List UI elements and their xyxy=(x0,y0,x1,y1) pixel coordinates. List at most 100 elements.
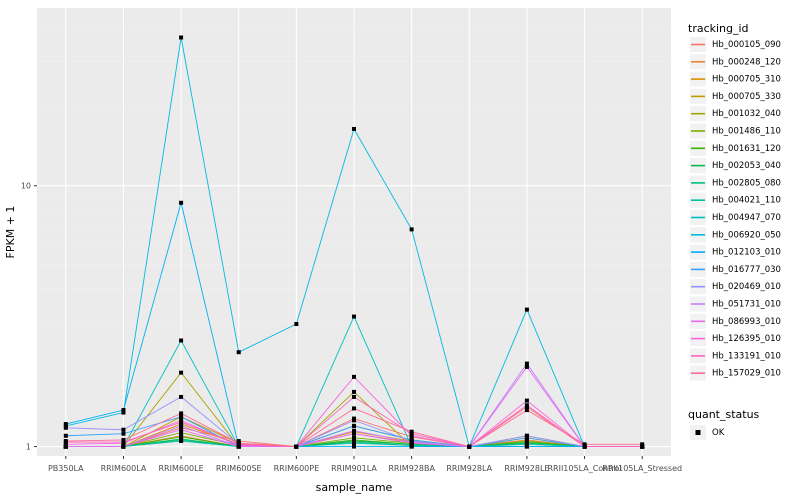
data-point xyxy=(121,440,126,445)
legend-item-label: Hb_001032_040 xyxy=(712,109,781,119)
data-point xyxy=(409,227,414,232)
legend-item-label: Hb_000705_330 xyxy=(712,92,781,102)
legend-item-Hb_012103_010[interactable]: Hb_012103_010 xyxy=(690,244,781,260)
data-point xyxy=(63,422,68,427)
legend-item-Hb_001631_120[interactable]: Hb_001631_120 xyxy=(690,140,781,156)
x-tick-label-RRIM901LA: RRIM901LA xyxy=(331,464,377,473)
data-point xyxy=(640,442,645,447)
grid-lines xyxy=(37,8,671,456)
legend-item-label: Hb_126395_010 xyxy=(712,334,781,344)
legend-item-label: Hb_051731_010 xyxy=(712,300,781,310)
legend-item-Hb_126395_010[interactable]: Hb_126395_010 xyxy=(690,331,781,347)
legend-item-Hb_006920_050[interactable]: Hb_006920_050 xyxy=(690,227,781,243)
data-point xyxy=(63,425,68,430)
data-point xyxy=(582,444,587,449)
legend-item-Hb_004947_070[interactable]: Hb_004947_070 xyxy=(690,210,781,225)
legend-item-Hb_000248_120[interactable]: Hb_000248_120 xyxy=(690,54,781,70)
legend-item-label: Hb_002805_080 xyxy=(712,178,781,188)
legend-item-Hb_086993_010[interactable]: Hb_086993_010 xyxy=(690,313,781,329)
x-tick-label-PB350LA: PB350LA xyxy=(48,464,84,473)
data-point xyxy=(179,411,184,416)
x-tick-label-RRIM600PE: RRIM600PE xyxy=(274,464,320,473)
data-point xyxy=(409,433,414,438)
data-point xyxy=(524,398,529,403)
legend-item-label: Hb_001631_120 xyxy=(712,144,781,154)
data-point xyxy=(409,431,414,436)
legend-item-Hb_133191_010[interactable]: Hb_133191_010 xyxy=(690,348,781,364)
data-point xyxy=(524,442,529,447)
data-point xyxy=(294,444,299,449)
data-point xyxy=(63,444,68,449)
legend-key-marker xyxy=(695,430,701,435)
data-point xyxy=(294,322,299,326)
legend-item-Hb_004021_110[interactable]: Hb_004021_110 xyxy=(690,192,781,208)
data-point xyxy=(179,434,184,439)
legend-item-label: Hb_004947_070 xyxy=(712,213,781,223)
legend-item-Hb_016777_030[interactable]: Hb_016777_030 xyxy=(690,261,781,277)
y-tick-label-0: 1 xyxy=(26,443,31,452)
legend-item-label: Hb_004021_110 xyxy=(712,196,781,206)
y-tick-label-1: 10 xyxy=(21,182,31,191)
data-point xyxy=(179,427,184,432)
x-tick-label-RRIM600LA: RRIM600LA xyxy=(101,464,147,473)
legend-item-Hb_002053_040[interactable]: Hb_002053_040 xyxy=(690,158,781,174)
legend-item-label: Hb_000105_090 xyxy=(712,40,781,50)
legend-item-Hb_051731_010[interactable]: Hb_051731_010 xyxy=(690,296,781,312)
legend-item-label: Hb_001486_110 xyxy=(712,127,781,137)
data-point xyxy=(352,389,356,394)
data-point xyxy=(179,35,184,40)
legend-item-label: Hb_006920_050 xyxy=(712,230,781,240)
data-point xyxy=(582,442,587,447)
legend-item-Hb_001032_040[interactable]: Hb_001032_040 xyxy=(690,106,781,122)
data-point xyxy=(179,420,184,425)
data-point xyxy=(640,444,645,449)
data-point xyxy=(524,403,529,408)
legend-item-quant-status-OK[interactable]: OK xyxy=(690,425,725,440)
legend-item-label: Hb_020469_010 xyxy=(712,282,781,292)
data-point xyxy=(121,408,126,413)
data-point xyxy=(236,350,241,355)
x-tick-label-RRII105LA_Stressed: RRII105LA_Stressed xyxy=(602,464,682,473)
legend-item-label: Hb_157029_010 xyxy=(712,369,781,379)
legend-item-Hb_157029_010[interactable]: Hb_157029_010 xyxy=(690,365,781,381)
data-point xyxy=(352,435,356,440)
data-point xyxy=(179,394,184,399)
data-point xyxy=(121,427,126,432)
data-point xyxy=(121,410,126,415)
x-axis: PB350LA RRIM600LA RRIM600LE RRIM600SE RRIM60… xyxy=(48,456,682,494)
data-point xyxy=(352,314,356,319)
series-points xyxy=(63,35,645,449)
data-point xyxy=(352,441,356,446)
data-point xyxy=(63,442,68,447)
data-point xyxy=(352,406,356,411)
data-point xyxy=(63,433,68,438)
data-point xyxy=(179,439,184,444)
legend-item-Hb_002805_080[interactable]: Hb_002805_080 xyxy=(690,175,781,191)
legend-item-label: Hb_012103_010 xyxy=(712,248,781,258)
legend-item-Hb_000705_330[interactable]: Hb_000705_330 xyxy=(690,88,781,104)
data-point xyxy=(121,444,126,449)
legend-item-Hb_000105_090[interactable]: Hb_000105_090 xyxy=(690,37,781,52)
legend-item-label: Hb_000248_120 xyxy=(712,57,781,67)
data-point xyxy=(179,338,184,343)
legend-item-label: OK xyxy=(712,428,725,438)
data-point xyxy=(352,444,356,449)
legend-item-label: Hb_086993_010 xyxy=(712,317,781,327)
legend-item-Hb_020469_010[interactable]: Hb_020469_010 xyxy=(690,279,781,295)
x-axis-title-text: sample_name xyxy=(316,481,393,494)
data-point xyxy=(524,435,529,440)
data-point xyxy=(352,126,356,131)
data-point xyxy=(179,414,184,419)
legend-item-Hb_001486_110[interactable]: Hb_001486_110 xyxy=(690,123,781,139)
data-point xyxy=(236,439,241,444)
x-tick-label-RRIM600LE: RRIM600LE xyxy=(159,464,204,473)
legend-item-label: Hb_000705_310 xyxy=(712,75,781,85)
data-point xyxy=(121,431,126,436)
legend-item-label: Hb_133191_010 xyxy=(712,351,781,361)
data-point xyxy=(524,444,529,449)
legend-item-Hb_000705_310[interactable]: Hb_000705_310 xyxy=(690,71,781,87)
x-tick-label-RRIM928BA: RRIM928BA xyxy=(388,464,435,473)
x-tick-label-RRII105LA_Control: RRII105LA_Control xyxy=(547,464,621,473)
data-point xyxy=(352,374,356,379)
